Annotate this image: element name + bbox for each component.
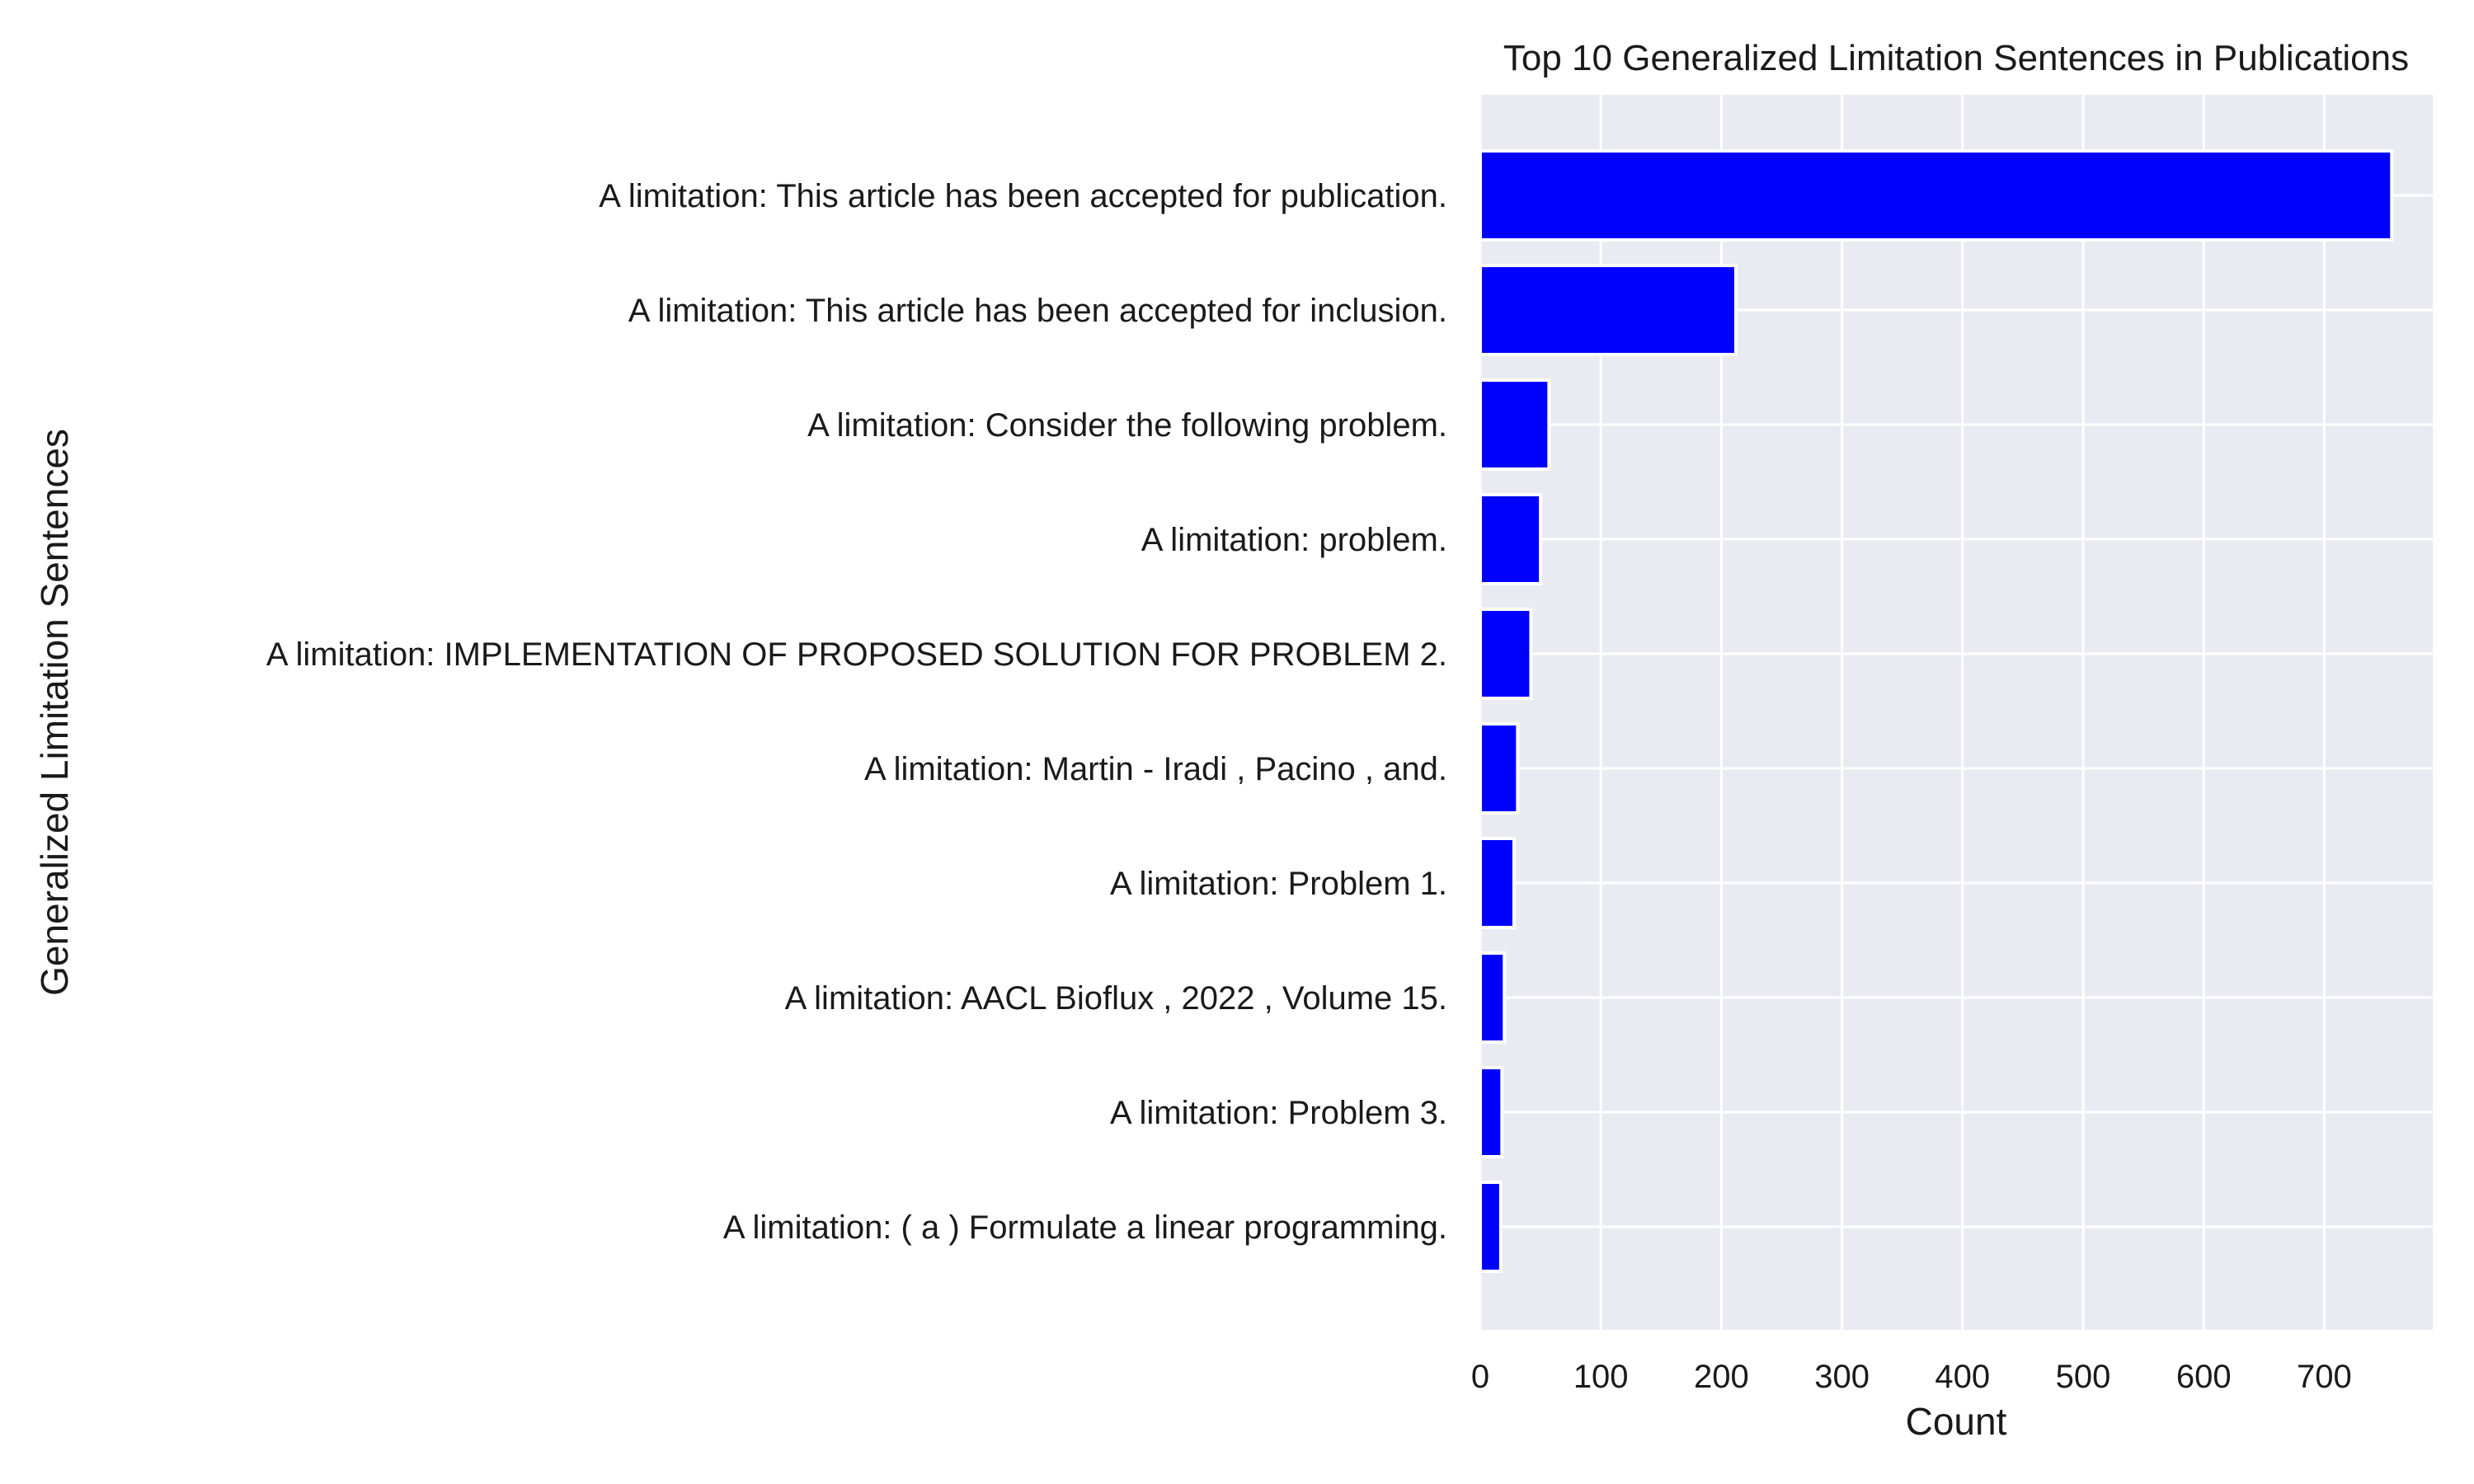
x-tick-label: 700 <box>2297 1359 2352 1395</box>
bar <box>1479 264 1738 356</box>
bar <box>1479 837 1516 929</box>
x-tick-label: 600 <box>2176 1359 2232 1395</box>
bar <box>1479 722 1520 815</box>
category-label: A limitation: This article has been acce… <box>599 178 1447 214</box>
category-label: A limitation: This article has been acce… <box>628 293 1447 329</box>
x-tick-label: 0 <box>1471 1359 1489 1395</box>
bars <box>1479 149 2394 1273</box>
category-label: A limitation: IMPLEMENTATION OF PROPOSED… <box>266 636 1447 673</box>
category-label: A limitation: Martin - Iradi , Pacino , … <box>864 751 1447 787</box>
bar <box>1479 608 1533 700</box>
category-label: A limitation: ( a ) Formulate a linear p… <box>723 1209 1447 1246</box>
y-axis-label: Generalized Limitation Sentences <box>33 429 76 996</box>
chart-title: Top 10 Generalized Limitation Sentences … <box>1503 38 2409 78</box>
category-label: A limitation: problem. <box>1141 522 1447 558</box>
x-tick-label: 400 <box>1935 1359 1990 1395</box>
bar <box>1479 951 1507 1044</box>
x-tick-labels: 0 100 200 300 400 500 600 700 <box>1471 1359 2352 1395</box>
category-label: A limitation: Problem 3. <box>1110 1095 1447 1131</box>
category-label: A limitation: Problem 1. <box>1110 866 1447 902</box>
bar <box>1479 378 1551 471</box>
category-label: A limitation: Consider the following pro… <box>807 407 1447 444</box>
category-label: A limitation: AACL Bioflux , 2022 , Volu… <box>785 980 1447 1017</box>
x-tick-label: 500 <box>2056 1359 2111 1395</box>
category-labels: A limitation: This article has been acce… <box>266 178 1447 1246</box>
bar <box>1479 1066 1504 1158</box>
x-tick-label: 200 <box>1694 1359 1749 1395</box>
bar <box>1479 1181 1503 1273</box>
bar <box>1479 149 2394 242</box>
x-tick-label: 100 <box>1573 1359 1629 1395</box>
x-axis-label: Count <box>1906 1400 2007 1443</box>
bar <box>1479 493 1543 585</box>
x-tick-label: 300 <box>1814 1359 1870 1395</box>
